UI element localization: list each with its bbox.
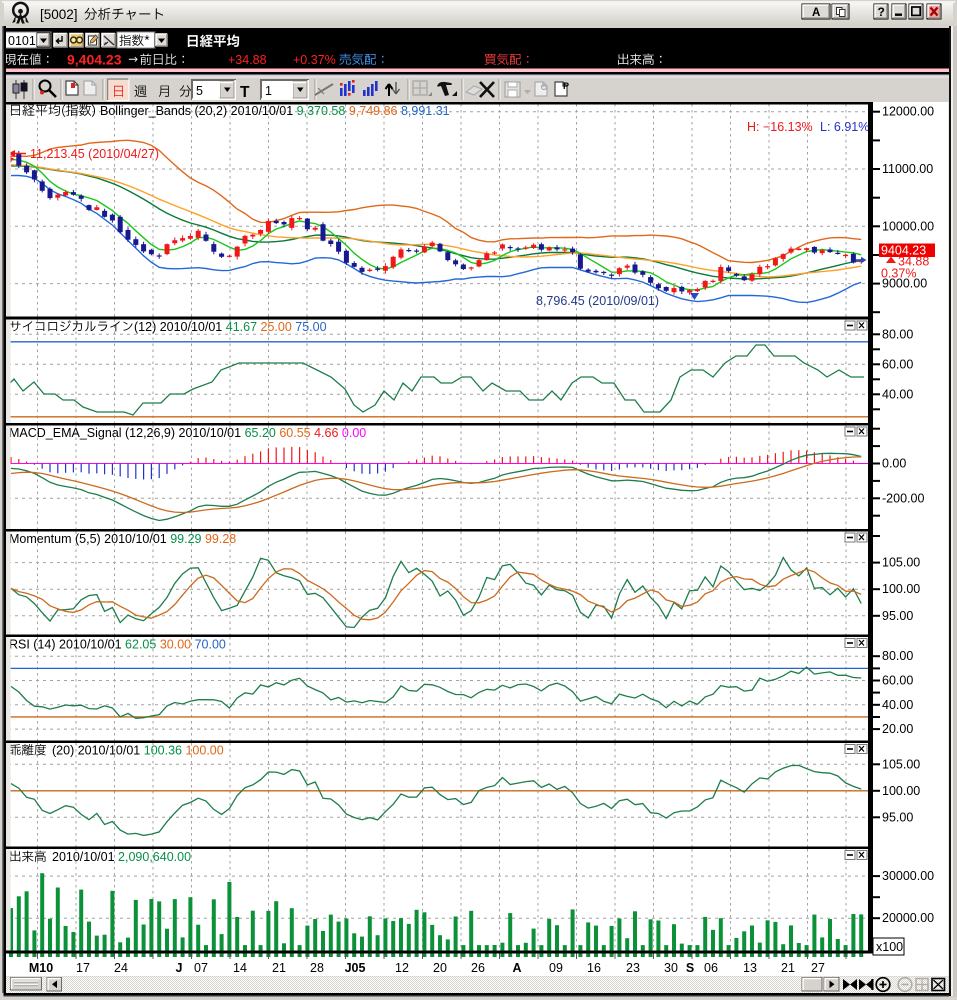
svg-text:80.00: 80.00 (882, 649, 913, 663)
svg-text:11,213.45 (2010/04/27): 11,213.45 (2010/04/27) (30, 147, 159, 161)
svg-text:21: 21 (781, 961, 795, 975)
svg-text:A: A (512, 961, 521, 975)
svg-text:P: P (563, 81, 569, 91)
svg-text:26: 26 (471, 961, 485, 975)
svg-text:09: 09 (549, 961, 563, 975)
svg-text:+34.88: +34.88 (228, 53, 267, 67)
svg-text:L: 6.91%: L: 6.91% (820, 120, 869, 134)
svg-text:8,796.45 (2010/09/01): 8,796.45 (2010/09/01) (536, 294, 659, 308)
svg-text:100.00: 100.00 (882, 784, 920, 798)
svg-text:MACD_EMA_Signal (12,26,9) 2010: MACD_EMA_Signal (12,26,9) 2010/10/01 65.… (9, 426, 366, 440)
svg-text:100.00: 100.00 (882, 582, 920, 596)
svg-text:9,404.23: 9,404.23 (67, 52, 122, 68)
svg-text:20000.00: 20000.00 (882, 911, 934, 925)
svg-text:34.88: 34.88 (898, 255, 929, 269)
svg-text:28: 28 (310, 961, 324, 975)
svg-text:95.00: 95.00 (882, 609, 913, 623)
svg-text:30000.00: 30000.00 (882, 869, 934, 883)
svg-text:27: 27 (811, 961, 825, 975)
svg-text:24: 24 (114, 961, 128, 975)
svg-text:T: T (240, 84, 250, 101)
svg-text:0.00: 0.00 (882, 457, 906, 471)
svg-text:30: 30 (664, 961, 678, 975)
svg-text:23: 23 (626, 961, 640, 975)
svg-text:RSI (14) 2010/10/01 62.05 30.0: RSI (14) 2010/10/01 62.05 30.00 70.00 (9, 638, 226, 652)
svg-text:?: ? (878, 5, 885, 19)
svg-text:06: 06 (704, 961, 718, 975)
svg-text:80.00: 80.00 (882, 327, 913, 341)
svg-text:13: 13 (743, 961, 757, 975)
svg-text:2010/10/01 2,090,640.00: 2010/10/01 2,090,640.00 (52, 850, 191, 864)
svg-text:40.00: 40.00 (882, 387, 913, 401)
svg-text:105.00: 105.00 (882, 757, 920, 771)
svg-text:21: 21 (272, 961, 286, 975)
svg-text:1: 1 (265, 84, 272, 98)
svg-text:-200.00: -200.00 (882, 491, 924, 505)
svg-text:10000.00: 10000.00 (882, 219, 934, 233)
svg-text:+0.37%: +0.37% (293, 53, 336, 67)
svg-text:(12) 2010/10/01 41.67 25.00 75: (12) 2010/10/01 41.67 25.00 75.00 (134, 320, 327, 334)
svg-text:60.00: 60.00 (882, 357, 913, 371)
svg-text:20: 20 (433, 961, 447, 975)
svg-text:11000.00: 11000.00 (882, 162, 933, 176)
svg-text:16: 16 (587, 961, 601, 975)
svg-text:(20) 2010/10/01 100.36 100.00: (20) 2010/10/01 100.36 100.00 (52, 744, 224, 758)
svg-text:95.00: 95.00 (882, 810, 913, 824)
svg-text:9000.00: 9000.00 (882, 277, 927, 291)
svg-text:0101: 0101 (8, 34, 36, 48)
svg-text:0.37%: 0.37% (881, 267, 916, 281)
svg-text:x100: x100 (876, 940, 903, 954)
svg-text:40.00: 40.00 (882, 698, 913, 712)
svg-text:H: −16.13%: H: −16.13% (747, 120, 813, 134)
svg-text:60.00: 60.00 (882, 674, 913, 688)
svg-text:12: 12 (395, 961, 409, 975)
svg-text:J05: J05 (345, 961, 366, 975)
svg-text:Momentum (5,5) 2010/10/01 99.2: Momentum (5,5) 2010/10/01 99.29 99.28 (9, 532, 236, 546)
svg-text:M10: M10 (29, 961, 53, 975)
svg-text:17: 17 (76, 961, 90, 975)
svg-text:[5002]: [5002] (40, 7, 78, 22)
svg-text:105.00: 105.00 (882, 556, 920, 570)
svg-text:A: A (812, 7, 820, 19)
svg-text:20.00: 20.00 (882, 722, 913, 736)
svg-text:14: 14 (233, 961, 247, 975)
svg-text:12000.00: 12000.00 (882, 105, 934, 119)
svg-text:9404.23: 9404.23 (881, 244, 926, 258)
svg-text:J: J (176, 961, 183, 975)
svg-text:Bollinger_Bands (20,2) 2010/10: Bollinger_Bands (20,2) 2010/10/01 9,370.… (100, 104, 450, 118)
svg-text:5: 5 (196, 84, 203, 98)
svg-text:S: S (686, 961, 694, 975)
svg-text:07: 07 (194, 961, 208, 975)
